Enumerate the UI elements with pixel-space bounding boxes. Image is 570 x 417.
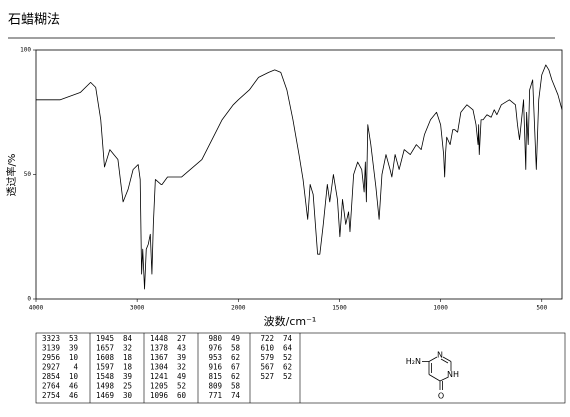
peak-wavenumber: 1657 xyxy=(96,344,114,353)
x-axis-label: 波数/cm⁻¹ xyxy=(264,315,317,328)
peak-transmittance: 32 xyxy=(177,363,186,372)
peak-wavenumber: 1241 xyxy=(150,372,168,381)
peak-transmittance: 10 xyxy=(69,372,79,381)
peak-transmittance: 62 xyxy=(283,363,292,372)
peak-wavenumber: 1304 xyxy=(150,363,169,372)
peak-transmittance: 58 xyxy=(231,382,241,391)
peak-transmittance: 49 xyxy=(177,372,186,381)
peak-transmittance: 58 xyxy=(231,344,241,353)
peak-wavenumber: 1205 xyxy=(150,382,168,391)
x-tick-label: 4000 xyxy=(29,305,44,312)
peak-transmittance: 4 xyxy=(73,363,78,372)
peak-wavenumber: 2854 xyxy=(42,372,61,381)
peak-transmittance: 74 xyxy=(283,334,293,343)
peak-wavenumber: 2956 xyxy=(42,353,61,362)
peak-wavenumber: 1469 xyxy=(96,391,114,400)
peak-wavenumber: 579 xyxy=(260,353,274,362)
peak-transmittance: 18 xyxy=(123,363,133,372)
plot-frame xyxy=(35,49,563,300)
peak-wavenumber: 2764 xyxy=(42,382,61,391)
peak-transmittance: 52 xyxy=(283,353,292,362)
peak-transmittance: 46 xyxy=(69,382,79,391)
x-tick-label: 2000 xyxy=(231,305,246,312)
structure-bonds xyxy=(422,356,452,390)
peak-wavenumber: 1448 xyxy=(150,334,169,343)
peak-transmittance: 39 xyxy=(123,372,132,381)
peak-transmittance: 53 xyxy=(69,334,78,343)
peak-transmittance: 10 xyxy=(69,353,79,362)
peak-transmittance: 60 xyxy=(177,391,187,400)
peak-wavenumber: 567 xyxy=(260,363,274,372)
peak-wavenumber: 3323 xyxy=(42,334,60,343)
peak-transmittance: 84 xyxy=(123,334,133,343)
peak-wavenumber: 771 xyxy=(208,391,222,400)
peak-transmittance: 39 xyxy=(69,344,78,353)
spectrum-line xyxy=(36,64,563,290)
x-tick-label: 1000 xyxy=(433,305,448,312)
page-title: 石蜡糊法 xyxy=(8,12,60,28)
peak-wavenumber: 1597 xyxy=(96,363,114,372)
peak-wavenumber: 2754 xyxy=(42,391,61,400)
peak-transmittance: 52 xyxy=(283,372,292,381)
peak-wavenumber: 976 xyxy=(208,344,222,353)
peak-wavenumber: 1608 xyxy=(96,353,115,362)
y-tick-label: 100 xyxy=(20,47,31,54)
peak-wavenumber: 2927 xyxy=(42,363,60,372)
peak-transmittance: 27 xyxy=(177,334,186,343)
peak-wavenumber: 1378 xyxy=(150,344,169,353)
peak-transmittance: 18 xyxy=(123,353,133,362)
peak-wavenumber: 809 xyxy=(208,382,222,391)
peak-wavenumber: 722 xyxy=(260,334,274,343)
peak-transmittance: 74 xyxy=(231,391,241,400)
peak-table-frame xyxy=(35,332,566,404)
peak-transmittance: 64 xyxy=(283,344,293,353)
y-tick-label: 0 xyxy=(27,296,31,303)
peak-transmittance: 62 xyxy=(231,372,240,381)
y-axis-label: 透过率/% xyxy=(5,154,18,197)
table-dividers xyxy=(89,333,301,403)
peak-transmittance: 25 xyxy=(123,382,132,391)
peak-transmittance: 49 xyxy=(231,334,240,343)
peak-wavenumber: 1498 xyxy=(96,382,115,391)
peak-wavenumber: 3139 xyxy=(42,344,60,353)
peak-transmittance: 46 xyxy=(69,391,79,400)
structure-atom: H₂N xyxy=(406,357,421,366)
peak-transmittance: 62 xyxy=(231,353,240,362)
structure-atom: N xyxy=(437,351,443,360)
peak-wavenumber: 1096 xyxy=(150,391,169,400)
peak-transmittance: 52 xyxy=(177,382,186,391)
structure-atom: NH xyxy=(447,370,459,379)
peak-wavenumber: 1367 xyxy=(150,353,168,362)
peak-wavenumber: 1945 xyxy=(96,334,114,343)
peak-wavenumber: 610 xyxy=(260,344,274,353)
peak-wavenumber: 527 xyxy=(260,372,274,381)
peak-wavenumber: 815 xyxy=(208,372,222,381)
x-tick-label: 3000 xyxy=(130,305,145,312)
peak-transmittance: 67 xyxy=(231,363,240,372)
peak-transmittance: 30 xyxy=(123,391,133,400)
y-tick-label: 50 xyxy=(24,171,32,178)
peak-transmittance: 39 xyxy=(177,353,186,362)
peak-wavenumber: 916 xyxy=(208,363,222,372)
peak-transmittance: 43 xyxy=(177,344,186,353)
peak-wavenumber: 980 xyxy=(208,334,222,343)
structure-atom: O xyxy=(438,392,444,401)
peak-wavenumber: 953 xyxy=(208,353,222,362)
peak-transmittance: 32 xyxy=(123,344,132,353)
x-tick-label: 500 xyxy=(536,305,547,312)
peak-wavenumber: 1548 xyxy=(96,372,115,381)
x-tick-label: 1500 xyxy=(332,305,347,312)
